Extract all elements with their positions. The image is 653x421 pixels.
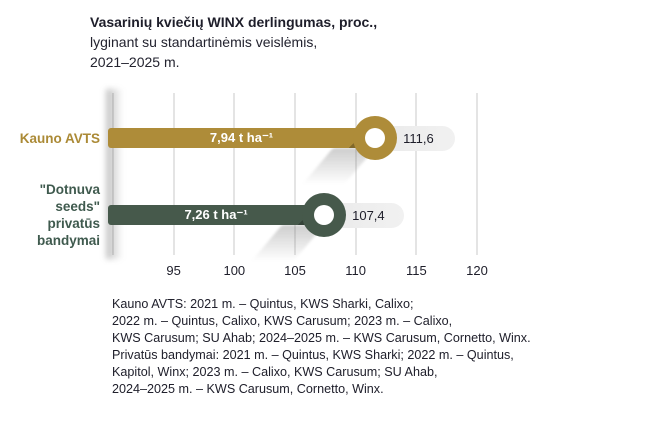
chart-title: Vasarinių kviečių WINX derlingumas, proc… <box>90 12 377 72</box>
category-label-line: privatūs <box>47 216 100 231</box>
grid-line <box>294 93 296 255</box>
title-line-2: lyginant su standartinėmis veislėmis, <box>90 34 318 50</box>
bar-end-ring-dotnuva-seeds-privatus-bandymai <box>302 193 347 237</box>
footnote: Kauno AVTS: 2021 m. – Quintus, KWS Shark… <box>112 296 602 398</box>
grid-line <box>476 93 478 255</box>
x-tick-label: 105 <box>284 263 306 278</box>
grid-line <box>233 93 236 255</box>
grid-line <box>112 93 114 255</box>
plot-area: 111,6 7,94 t ha⁻¹ 107,4 7,26 t ha⁻¹ 95 100 10… <box>106 89 488 278</box>
title-line-1: Vasarinių kviečių WINX derlingumas, proc… <box>90 14 378 30</box>
bar-dotnuva-seeds-privatus-bandymai: 7,26 t ha⁻¹ <box>108 205 325 225</box>
category-label-line: bandymai <box>36 233 100 248</box>
x-tick-label: 120 <box>466 263 488 278</box>
bar-value-label: 7,26 t ha⁻¹ <box>184 207 248 222</box>
ring-hole <box>365 128 386 148</box>
x-tick-label: 100 <box>223 263 246 278</box>
title-line-3: 2021–2025 m. <box>90 54 180 70</box>
plot-left-edge-shadow <box>106 89 123 259</box>
x-tick-label: 110 <box>345 263 367 278</box>
category-label-dotnuva-seeds-privatus-bandymai: "Dotnuva seeds" privatūs bandymai <box>0 181 100 249</box>
category-label-line: Kauno AVTS <box>19 130 100 146</box>
category-label-line: seeds" <box>55 199 100 214</box>
footnote-line: Kauno AVTS: 2021 m. – Quintus, KWS Shark… <box>112 297 414 311</box>
footnote-line: 2024–2025 m. – KWS Carusum, Cornetto, Wi… <box>112 382 384 396</box>
category-label-kauno-avts: Kauno AVTS <box>0 130 100 147</box>
footnote-line: Privatūs bandymai: 2021 m. – Quintus, KW… <box>112 348 514 362</box>
x-tick-label: 115 <box>405 263 427 278</box>
pill-value-label: 107,4 <box>352 207 385 223</box>
footnote-line: Kapitol, Winx; 2023 m. – Calixo, KWS Car… <box>112 365 438 379</box>
footnote-line: 2022 m. – Quintus, Calixo, KWS Carusum; … <box>112 314 453 328</box>
grid-line <box>172 93 175 255</box>
x-tick-label: 95 <box>166 263 181 278</box>
bar-kauno-avts: 7,94 t ha⁻¹ <box>108 128 376 148</box>
footnote-line: KWS Carusum; SU Ahab; 2024–2025 m. – KWS… <box>112 331 531 345</box>
category-label-line: "Dotnuva <box>39 182 100 197</box>
bar-value-label: 7,94 t ha⁻¹ <box>209 130 274 145</box>
grid-line <box>415 93 418 255</box>
bar-end-ring-kauno-avts <box>353 116 398 160</box>
pill-value-label: 111,6 <box>403 130 434 146</box>
ring-hole <box>314 205 335 225</box>
grid-line <box>354 93 357 255</box>
